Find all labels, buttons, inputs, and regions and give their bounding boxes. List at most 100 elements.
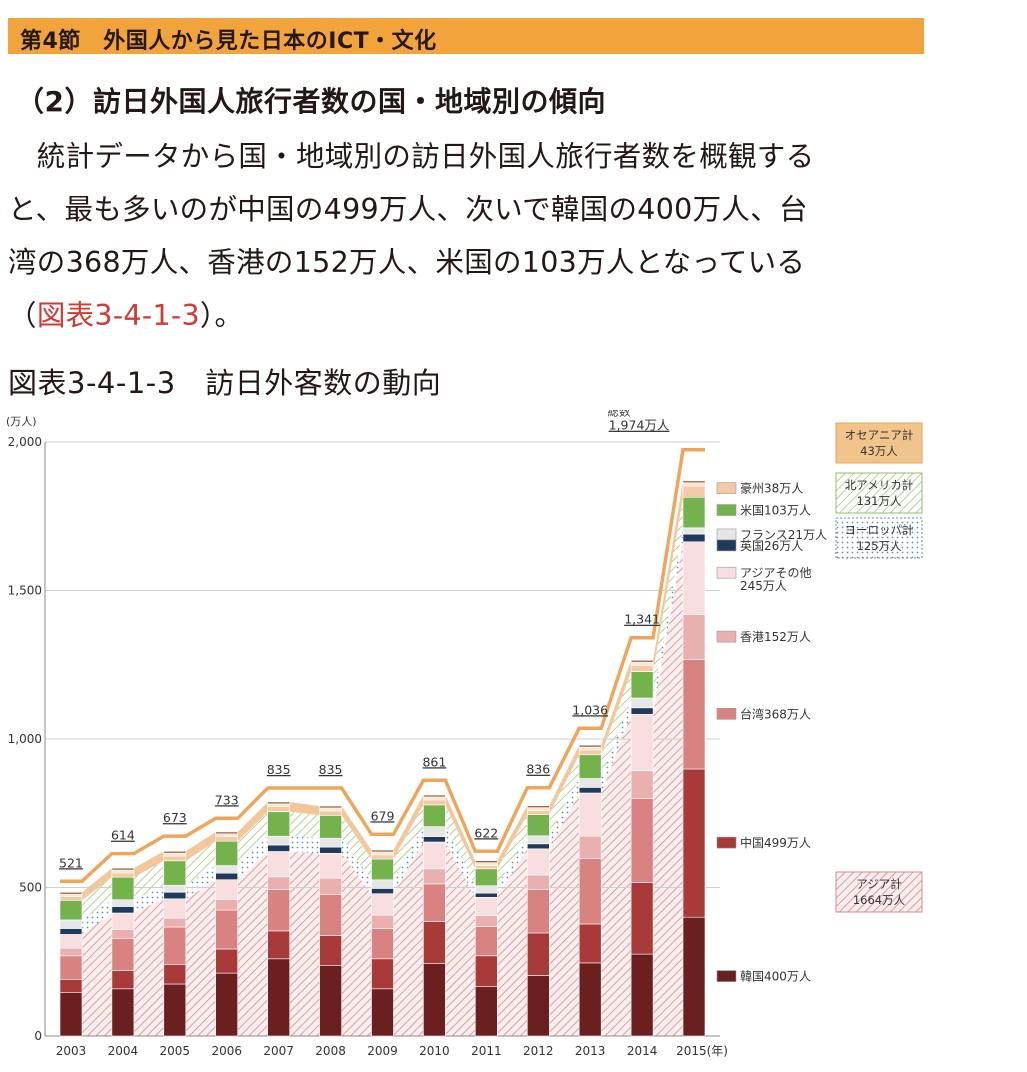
figure-title: 図表3-4-1-3 訪日外客数の動向 xyxy=(8,366,442,400)
stacked-bar-chart: 0 500 1,000 1,500 2,000 (万人) 2003 2004 2005 2006… xyxy=(6,410,923,1058)
bar-segment xyxy=(111,876,135,901)
bar-segment xyxy=(59,978,83,993)
bar-segment xyxy=(423,921,446,964)
region-box xyxy=(835,517,923,559)
x-tick-label: 2003 xyxy=(56,1044,87,1058)
section-header-bar: 第4節 外国人から見た日本のICT・文化 xyxy=(8,18,924,54)
y-tick-label: 1,000 xyxy=(8,732,42,746)
bar-segment xyxy=(111,872,135,878)
bar-segment xyxy=(474,955,498,987)
total-value-label: 861 xyxy=(422,754,446,769)
bar-segment xyxy=(578,754,602,779)
bar-segment xyxy=(682,916,706,1037)
bar-segment xyxy=(59,896,83,901)
legend-label: 中国499万人 xyxy=(740,835,811,850)
bar-segment xyxy=(267,958,291,1037)
bar-segment xyxy=(267,930,291,960)
bar-segment xyxy=(423,836,446,843)
region-name: 北アメリカ計 xyxy=(845,478,913,492)
bar-segment xyxy=(423,804,446,827)
bar-segment xyxy=(423,883,446,922)
bar-segment xyxy=(215,909,238,950)
paragraph-line: 湾の368万人、香港の152万人、米国の103万人となっている xyxy=(8,246,806,279)
bar-segment xyxy=(215,840,238,866)
paren-open: （ xyxy=(8,299,37,332)
paragraph-line: 統計データから国・地域別の訪日外国人旅行者数を概観する xyxy=(8,140,815,173)
bar-segment xyxy=(215,879,238,900)
bar-segment xyxy=(630,713,654,771)
bar-segment xyxy=(59,955,83,980)
legend-swatch xyxy=(716,504,737,516)
bar-segment xyxy=(474,860,498,863)
bar-segment xyxy=(111,906,135,914)
region-box xyxy=(835,472,923,514)
y-tick-label: 0 xyxy=(34,1029,42,1043)
bar-segment xyxy=(423,841,446,870)
bar-segment xyxy=(163,926,187,966)
section-label: 第4節 外国人から見た日本のICT・文化 xyxy=(20,29,437,54)
legend-swatch xyxy=(716,528,737,541)
bar-segment xyxy=(630,770,654,799)
legend-label: フランス21万人 xyxy=(740,528,827,542)
bar-segment xyxy=(319,964,342,1037)
bar-segment xyxy=(163,891,187,900)
bar-segment xyxy=(474,892,498,898)
bar-segment xyxy=(371,914,394,929)
bar-segment xyxy=(267,803,291,808)
bar-segment xyxy=(319,935,342,966)
x-tick-label: 2006 xyxy=(211,1044,242,1058)
bar-segment xyxy=(371,893,394,916)
bar-segment xyxy=(474,896,498,916)
subsection-heading: （2）訪日外国人旅行者数の国・地域別の傾向 xyxy=(16,85,606,118)
y-unit-label: (万人) xyxy=(6,415,37,428)
total-value-label: 835 xyxy=(267,762,291,777)
bar-segment xyxy=(578,749,602,756)
bar-segment xyxy=(682,482,706,487)
bar-segment xyxy=(630,665,654,672)
region-value: 131万人 xyxy=(857,494,902,508)
bar-segment xyxy=(578,923,602,964)
bar-segment xyxy=(319,807,342,812)
bar-segment xyxy=(319,805,342,809)
bar-segment xyxy=(526,835,550,845)
bar-segment xyxy=(682,485,706,498)
figure-link[interactable]: 図表3-4-1-3 xyxy=(36,299,200,332)
bar-segment xyxy=(267,811,291,837)
y-tick-label: 500 xyxy=(19,881,42,895)
bar-segment xyxy=(163,850,187,854)
bar-segment xyxy=(215,865,238,874)
bar-segment xyxy=(578,835,602,859)
bar-segment xyxy=(423,799,446,806)
bar-segment xyxy=(526,805,550,808)
x-tick-label: 2013 xyxy=(575,1044,606,1058)
bar-segment xyxy=(215,833,238,838)
bar-segment xyxy=(59,947,83,957)
bar-segment xyxy=(474,926,498,957)
bar-segment xyxy=(630,882,654,955)
bar-segment xyxy=(111,970,135,990)
bar-segment xyxy=(163,917,187,928)
bar-segment xyxy=(111,929,135,939)
legend-swatch xyxy=(716,836,737,849)
bar-segment xyxy=(578,962,602,1037)
bar-segment xyxy=(474,885,498,894)
bar-segment xyxy=(215,872,238,881)
bar-segment xyxy=(682,496,706,529)
region-value: 43万人 xyxy=(860,444,898,458)
legend-label: 英国26万人 xyxy=(740,539,803,553)
bar-segment xyxy=(163,898,187,919)
bar-segment xyxy=(682,541,706,615)
region-value: 1664万人 xyxy=(853,893,906,907)
bar-segment xyxy=(371,988,394,1037)
bar-segment xyxy=(111,869,135,874)
total-value-label: 1,974万人 xyxy=(609,418,670,433)
region-name: アジア計 xyxy=(856,877,902,891)
bar-segment xyxy=(526,975,550,1037)
bar-segment xyxy=(526,843,550,850)
bar-segment xyxy=(578,792,602,837)
bar-segment xyxy=(371,958,394,990)
bar-segment xyxy=(630,953,654,1037)
bar-segment xyxy=(526,874,550,890)
total-prefix-label: 総数 xyxy=(608,410,631,419)
bar-segment xyxy=(319,846,342,854)
